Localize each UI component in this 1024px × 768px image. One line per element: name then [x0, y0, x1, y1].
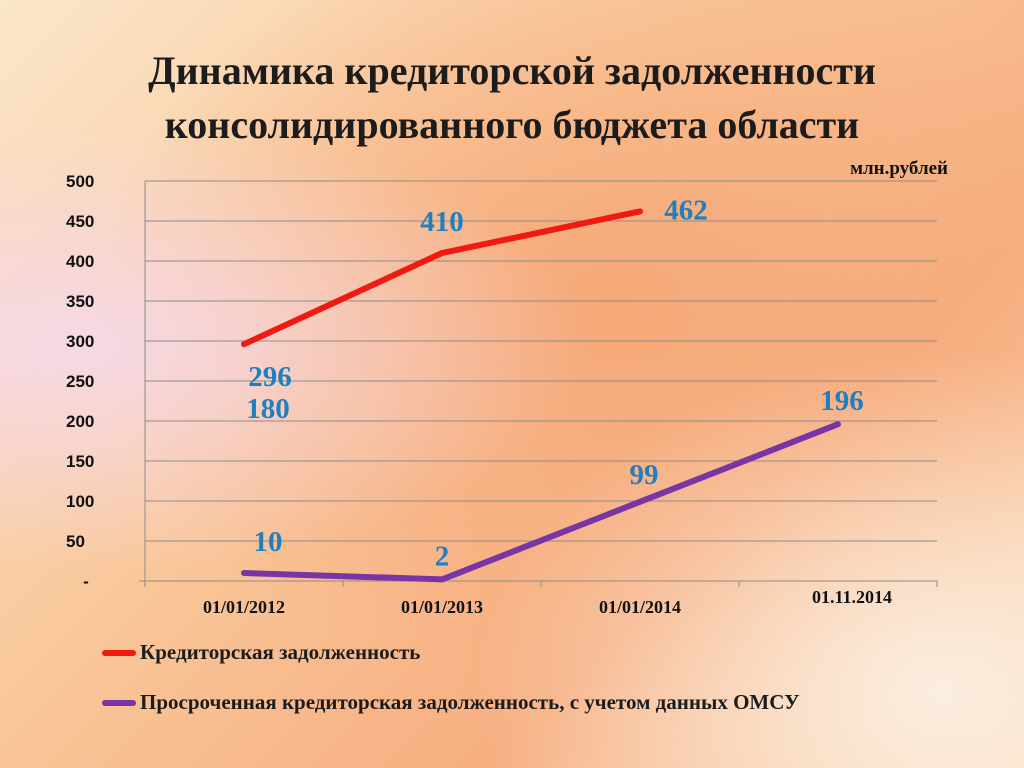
y-tick-label: 250 [66, 372, 94, 391]
data-label: 99 [630, 459, 659, 491]
chart-title-line-1: Динамика кредиторской задолженности [148, 48, 876, 93]
y-tick-label: - [83, 572, 89, 591]
y-tick-label: 100 [66, 492, 94, 511]
legend-swatch-overdue [102, 699, 136, 706]
x-tick-label: 01/01/2014 [599, 597, 681, 617]
y-tick-label: 350 [66, 292, 94, 311]
y-tick-label: 450 [66, 212, 94, 231]
series-line-payables [241, 208, 643, 348]
data-label: 196 [820, 385, 864, 417]
x-tick-label: 01.11.2014 [812, 587, 892, 607]
legend-item-payables: Кредиторская задолженность [102, 640, 420, 665]
y-tick-label: 400 [66, 252, 94, 271]
chart-title: Динамика кредиторской задолженности конс… [0, 44, 1024, 152]
data-label: 2 [435, 540, 450, 572]
data-label: 10 [254, 526, 283, 558]
y-tick-label: 200 [66, 412, 94, 431]
data-label: 410 [420, 206, 464, 238]
x-tick-label: 01/01/2012 [203, 597, 285, 617]
y-tick-label: 300 [66, 332, 94, 351]
legend-swatch-payables [102, 649, 136, 656]
series-line-overdue [241, 421, 841, 583]
legend-label-overdue: Просроченная кредиторская задолженность,… [140, 690, 800, 714]
legend-label-payables: Кредиторская задолженность [140, 640, 421, 664]
unit-label: млн.рублей [850, 158, 948, 179]
x-tick-label: 01/01/2013 [401, 597, 483, 617]
y-tick-label: 500 [66, 172, 94, 191]
y-tick-label: 50 [66, 532, 85, 551]
data-label: 296 [248, 361, 292, 393]
data-label: 462 [664, 194, 708, 226]
legend-item-overdue: Просроченная кредиторская задолженность,… [102, 690, 800, 715]
annotation-label: 180 [246, 393, 290, 425]
chart-title-line-2: консолидированного бюджета области [164, 102, 860, 147]
y-tick-label: 150 [66, 452, 94, 471]
